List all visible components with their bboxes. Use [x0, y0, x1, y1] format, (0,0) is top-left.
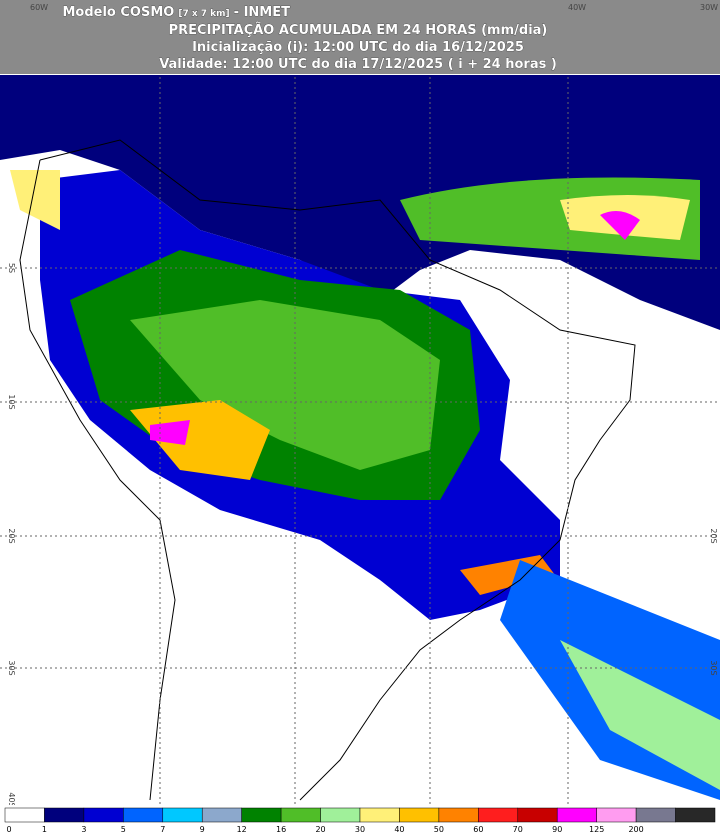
legend-swatch — [399, 807, 440, 823]
institution: - INMET — [234, 5, 290, 20]
legend-swatch — [162, 807, 203, 823]
legend-label: 16 — [276, 825, 286, 834]
legend-swatch — [556, 807, 597, 823]
legend-label: 70 — [513, 825, 523, 834]
legend-swatch — [201, 807, 242, 823]
lat-label: 10S — [7, 394, 16, 409]
legend-swatch — [635, 807, 676, 823]
lat-label: 20S — [709, 528, 718, 543]
rain-area — [130, 300, 440, 470]
lat-label: 20S — [7, 528, 16, 543]
legend-swatch — [675, 807, 716, 823]
legend-label: 125 — [589, 825, 604, 834]
legend-swatch — [44, 807, 85, 823]
legend-label: 60 — [473, 825, 483, 834]
coast — [19, 159, 176, 801]
legend-label: 3 — [81, 825, 86, 834]
legend-label: 1 — [42, 825, 47, 834]
legend-label: 30 — [355, 825, 365, 834]
lon-label: 40W — [568, 3, 586, 12]
lat-label: 30S — [709, 660, 718, 675]
legend-swatch — [241, 807, 282, 823]
graticule — [0, 72, 720, 805]
legend-swatch — [596, 807, 637, 823]
legend-swatch — [123, 807, 164, 823]
legend-label: 9 — [200, 825, 205, 834]
legend-swatch — [478, 807, 519, 823]
header-bar — [0, 0, 720, 74]
legend-label: 20 — [315, 825, 325, 834]
rain-area — [10, 170, 60, 230]
lon-label: 30W — [700, 3, 718, 12]
coastline — [19, 139, 636, 801]
legend-label: 5 — [121, 825, 126, 834]
lat-label: 5S — [7, 263, 16, 273]
legend-swatch — [4, 807, 45, 823]
legend: 0 1 3 5 7 9 12 16 20 30 40 50 60 70 90 125 200 — [4, 807, 716, 834]
legend-label: 12 — [237, 825, 247, 834]
resolution: [7 x 7 km] — [178, 9, 229, 19]
legend-swatch — [280, 807, 321, 823]
rain-area — [560, 640, 720, 790]
legend-swatch — [438, 807, 479, 823]
legend-label: 0 — [6, 825, 11, 834]
legend-label: 50 — [434, 825, 444, 834]
legend-label: 90 — [552, 825, 562, 834]
lat-label: 40S — [7, 792, 16, 807]
legend-label: 200 — [628, 825, 643, 834]
title-line: Inicialização (i): 12:00 UTC do dia 16/1… — [192, 40, 524, 55]
axis-labels: 60W 40W 30W 5S 10S 20S 30S 40S 20S 30S — [7, 3, 718, 808]
legend-swatch — [359, 807, 400, 823]
rain-area — [130, 400, 270, 480]
rain-area — [600, 211, 640, 240]
legend-swatch — [517, 807, 558, 823]
coast — [39, 139, 636, 801]
legend-swatch — [320, 807, 361, 823]
title-line: Validade: 12:00 UTC do dia 17/12/2025 ( … — [159, 57, 557, 72]
legend-label: 7 — [160, 825, 165, 834]
legend-swatch — [83, 807, 124, 823]
legend-label: 40 — [394, 825, 404, 834]
lon-label: 60W — [30, 3, 48, 12]
model-name: Modelo COSMO — [62, 5, 174, 20]
title-line: PRECIPITAÇÃO ACUMULADA EM 24 HORAS (mm/d… — [169, 22, 548, 38]
title-line: Modelo COSMO [7 x 7 km] - INMET — [62, 5, 290, 20]
lat-label: 30S — [7, 660, 16, 675]
